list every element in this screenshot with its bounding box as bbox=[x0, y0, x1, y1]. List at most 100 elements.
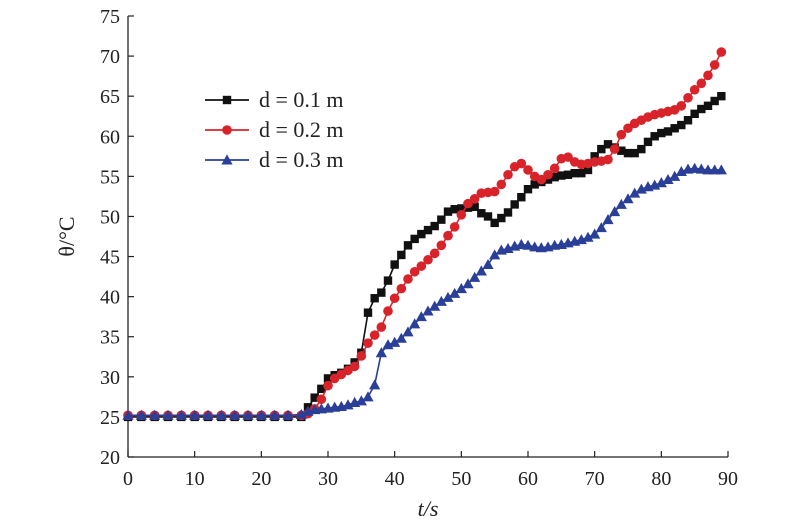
data-point bbox=[370, 294, 379, 303]
data-point bbox=[417, 229, 426, 239]
series-2 bbox=[123, 47, 727, 421]
data-point bbox=[389, 336, 401, 347]
y-tick-label: 75 bbox=[100, 6, 120, 28]
data-point bbox=[423, 225, 433, 235]
data-point bbox=[369, 379, 381, 390]
data-point bbox=[422, 305, 434, 316]
data-point bbox=[716, 47, 727, 57]
y-tick-label: 60 bbox=[100, 126, 120, 148]
data-point bbox=[670, 124, 679, 133]
data-point bbox=[470, 202, 479, 212]
data-point bbox=[362, 391, 374, 402]
data-point bbox=[402, 326, 414, 337]
data-point bbox=[396, 283, 407, 294]
legend-item-2: d = 0.2 m bbox=[205, 117, 344, 142]
legend-marker bbox=[222, 95, 232, 105]
data-point bbox=[457, 204, 466, 213]
data-point bbox=[709, 60, 720, 70]
data-point bbox=[543, 175, 553, 184]
legend: d = 0.1 m d = 0.2 m d = 0.3 m bbox=[205, 87, 344, 172]
data-point bbox=[409, 318, 421, 329]
data-point bbox=[602, 214, 614, 225]
data-point bbox=[410, 234, 419, 244]
data-point bbox=[409, 266, 420, 277]
data-point bbox=[395, 332, 407, 343]
data-point bbox=[363, 308, 373, 317]
data-point bbox=[349, 361, 360, 372]
x-tick-label: 30 bbox=[318, 468, 338, 490]
data-point bbox=[669, 170, 681, 181]
data-point bbox=[603, 154, 613, 165]
data-point bbox=[377, 288, 386, 297]
data-point bbox=[563, 152, 573, 162]
data-point bbox=[462, 278, 474, 289]
data-point bbox=[557, 171, 566, 180]
data-point bbox=[375, 347, 387, 358]
data-point bbox=[489, 249, 501, 260]
data-point bbox=[650, 132, 659, 141]
data-point bbox=[577, 168, 586, 178]
data-point bbox=[570, 168, 579, 178]
data-point bbox=[429, 248, 440, 259]
data-point bbox=[317, 384, 326, 394]
data-point bbox=[683, 92, 693, 103]
data-point bbox=[430, 221, 439, 231]
data-point bbox=[496, 179, 507, 190]
data-point bbox=[310, 393, 319, 402]
data-point bbox=[490, 218, 499, 228]
data-point bbox=[523, 184, 533, 194]
data-point bbox=[323, 380, 333, 391]
data-point bbox=[536, 174, 547, 185]
data-point bbox=[389, 293, 400, 304]
data-point bbox=[549, 163, 560, 174]
data-point bbox=[643, 137, 653, 147]
data-point bbox=[175, 409, 187, 420]
data-point bbox=[503, 208, 513, 217]
data-point bbox=[597, 144, 606, 154]
data-point bbox=[489, 186, 500, 197]
y-tick-label: 20 bbox=[100, 447, 120, 469]
data-point bbox=[475, 265, 487, 276]
x-tick-label: 40 bbox=[385, 468, 405, 490]
series-line bbox=[128, 167, 722, 417]
data-point bbox=[637, 144, 646, 154]
data-point bbox=[229, 409, 241, 420]
legend-label: d = 0.1 m bbox=[259, 87, 344, 112]
data-point bbox=[603, 140, 613, 149]
data-point bbox=[215, 409, 227, 420]
data-point bbox=[242, 409, 254, 420]
data-point bbox=[717, 91, 726, 101]
data-point bbox=[543, 169, 553, 180]
data-point bbox=[316, 394, 327, 405]
legend-item-3: d = 0.3 m bbox=[205, 147, 344, 172]
data-point bbox=[657, 128, 666, 138]
legend-label: d = 0.3 m bbox=[259, 147, 344, 172]
data-point bbox=[403, 274, 413, 284]
data-point bbox=[449, 287, 461, 298]
x-tick-label: 20 bbox=[251, 468, 271, 490]
data-point bbox=[583, 165, 593, 175]
y-tick-label: 55 bbox=[100, 166, 120, 188]
y-tick-label: 70 bbox=[100, 46, 120, 68]
data-point bbox=[497, 213, 506, 223]
legend-item-1: d = 0.1 m bbox=[205, 87, 344, 112]
data-point bbox=[695, 163, 707, 174]
data-point bbox=[655, 177, 667, 188]
data-point bbox=[423, 254, 433, 265]
data-point bbox=[429, 300, 441, 311]
data-point bbox=[443, 230, 453, 241]
data-point bbox=[703, 70, 713, 81]
data-point bbox=[456, 210, 467, 220]
data-point bbox=[269, 409, 281, 420]
data-point bbox=[609, 206, 621, 217]
data-point bbox=[617, 146, 626, 155]
data-point bbox=[696, 78, 707, 89]
data-point bbox=[282, 409, 294, 420]
series-layer bbox=[122, 47, 727, 422]
data-point bbox=[437, 215, 446, 224]
data-point bbox=[616, 129, 627, 140]
data-point bbox=[589, 228, 601, 239]
x-tick-label: 90 bbox=[718, 468, 738, 490]
y-axis-label: θ/°C bbox=[54, 216, 79, 256]
